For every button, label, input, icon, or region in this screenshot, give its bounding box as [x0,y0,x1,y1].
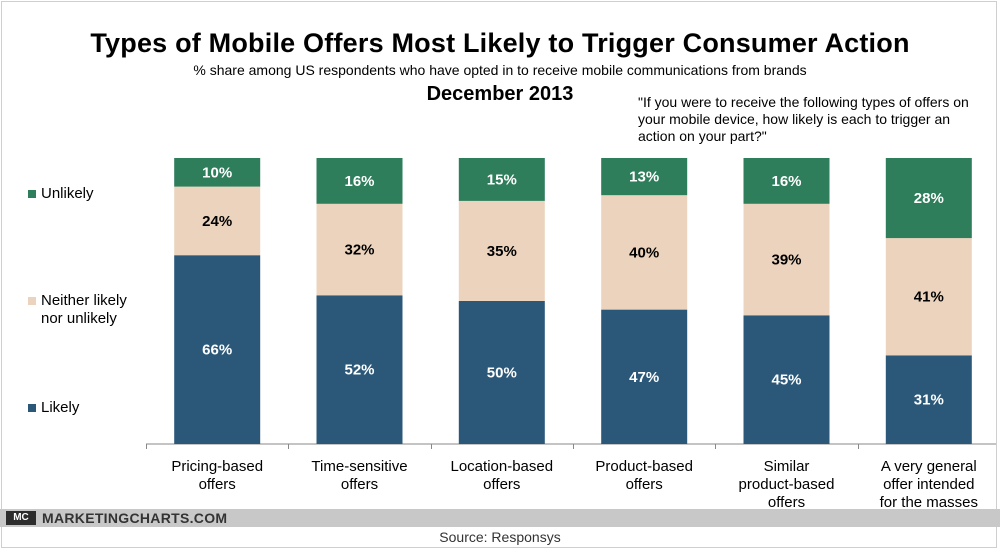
marketingcharts-logo: MC [6,511,36,525]
x-tick-label-4-line-1: Product-based [595,458,693,475]
bar-unlikely-5 [743,158,830,204]
bar-neither-2 [316,203,403,296]
legend-item-neither: Neither likely nor unlikely [28,292,127,328]
footer-bar [0,509,1000,527]
bar-neither-6 [885,238,972,356]
bar-neither-4 [601,195,688,310]
legend-label-unlikely: Unlikely [41,185,94,202]
data-label-unlikely-3: 15% [487,171,517,188]
data-label-unlikely-1: 10% [202,164,232,181]
bar-neither-1 [174,186,261,256]
data-label-unlikely-2: 16% [344,173,374,190]
legend-label-neither: Neither likely nor unlikely [41,292,127,328]
data-label-likely-1: 66% [202,342,232,359]
bar-unlikely-2 [316,158,403,204]
x-tick-label-6-line-2: offer intended [883,476,974,493]
data-label-unlikely-6: 28% [914,190,944,207]
x-tick-label-2-line-2: offers [341,476,378,493]
data-label-likely-6: 31% [914,392,944,409]
x-tick-label-1-line-1: Pricing-based [171,458,263,475]
x-tick-label-3-line-2: offers [483,476,520,493]
x-tick-label-4-line-2: offers [626,476,663,493]
data-label-likely-4: 47% [629,369,659,386]
legend-swatch-likely [28,404,36,412]
data-label-neither-2: 32% [344,242,374,259]
x-tick-label-5-line-1: Similar [764,458,810,475]
x-tick-label-5-line-2: product-based [739,476,835,493]
legend-label-likely: Likely [41,399,80,416]
x-tick-label-6-line-1: A very general [881,458,977,475]
bar-likely-4 [601,309,688,444]
data-label-likely-5: 45% [771,372,801,389]
chart-source: Source: Responsys [439,529,561,545]
legend-item-likely: Likely [28,399,79,417]
bar-unlikely-3 [458,158,545,201]
bar-likely-1 [174,255,261,444]
bar-unlikely-4 [601,158,688,196]
bar-neither-5 [743,203,830,316]
x-tick-label-6-line-3: for the masses [880,494,978,511]
data-label-unlikely-5: 16% [771,173,801,190]
data-label-likely-3: 50% [487,365,517,382]
data-label-neither-3: 35% [487,243,517,260]
data-label-neither-1: 24% [202,213,232,230]
chart-subtitle: % share among US respondents who have op… [193,62,807,78]
bar-unlikely-1 [174,158,261,187]
legend-swatch-unlikely [28,190,36,198]
x-tick-label-2-line-1: Time-sensitive [311,458,407,475]
data-label-unlikely-4: 13% [629,169,659,186]
survey-question: "If you were to receive the following ty… [638,94,969,144]
bar-neither-3 [458,200,545,301]
x-tick-label-5-line-3: offers [768,494,805,511]
data-label-neither-5: 39% [771,252,801,269]
bar-likely-2 [316,295,403,444]
chart-date: December 2013 [426,83,574,105]
legend-item-unlikely: Unlikely [28,185,94,203]
data-label-likely-2: 52% [344,362,374,379]
bar-likely-5 [743,315,830,444]
legend-label-neither-line2: nor unlikely [41,310,117,327]
x-tick-label-1-line-2: offers [199,476,236,493]
legend-swatch-neither [28,297,36,305]
x-tick-label-3-line-1: Location-based [451,458,554,475]
chart-title: Types of Mobile Offers Most Likely to Tr… [90,28,910,58]
bar-unlikely-6 [885,158,972,239]
bar-likely-6 [885,355,972,444]
data-label-neither-6: 41% [914,289,944,306]
bar-likely-3 [458,301,545,444]
legend-label-neither-line1: Neither likely [41,292,127,309]
data-label-neither-4: 40% [629,244,659,261]
brand-name: MARKETINGCHARTS.COM [42,510,228,526]
